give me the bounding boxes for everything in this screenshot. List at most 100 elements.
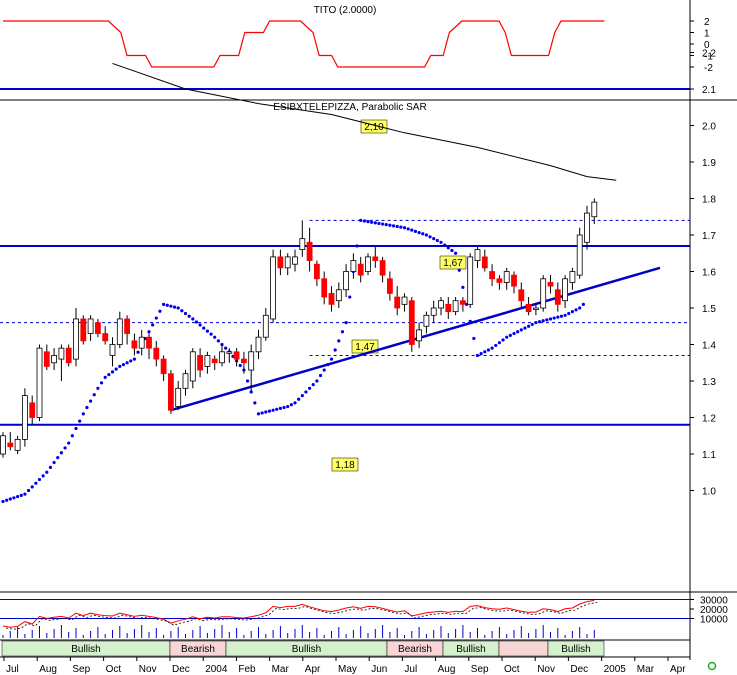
sar-dot: [329, 357, 334, 361]
candle-body: [233, 351, 240, 360]
trend-bar: Bullish Bearish Bullish Bearish Bullish Bulli…: [0, 639, 690, 657]
candle-body: [562, 278, 568, 302]
candle-body: [328, 292, 335, 305]
sar-dot: [129, 359, 133, 363]
y-tick-label: 1.4: [702, 341, 716, 352]
candle-body: [533, 307, 539, 310]
sar-dot: [147, 330, 151, 334]
tito-tick-label: 0: [704, 40, 710, 51]
trend-segment-label: Bullish: [292, 644, 321, 655]
trendline: [170, 266, 661, 412]
sar-dot: [472, 336, 476, 341]
tito-tick-label: 1: [704, 29, 710, 40]
candle-body: [277, 256, 284, 269]
y-tick-label: 1.5: [702, 304, 716, 315]
sar-dot: [461, 285, 465, 289]
sar-dot: [556, 315, 560, 319]
sar-dot: [308, 386, 312, 390]
candle-body: [43, 351, 50, 367]
sar-dot: [267, 409, 272, 413]
sar-dot: [278, 406, 282, 410]
x-tick-label: Oct: [106, 664, 122, 675]
x-tick-label: Sep: [471, 664, 489, 675]
x-tick-label: 2004: [205, 664, 228, 675]
sar-dot: [406, 227, 410, 231]
sar-dot: [454, 251, 458, 255]
sar-dot: [132, 357, 136, 361]
sar-dot: [388, 223, 392, 227]
sar-dot: [107, 373, 111, 377]
sar-dot: [293, 401, 297, 405]
candle-body: [306, 241, 313, 261]
level-label: 1,67: [443, 258, 463, 269]
sar-dot: [96, 386, 100, 390]
candle-body: [343, 271, 350, 291]
oscillator-line: [2, 599, 595, 628]
sar-dot: [322, 368, 326, 372]
level-label: 1,47: [355, 342, 375, 353]
candle-body: [525, 303, 532, 313]
candle-body: [160, 358, 167, 375]
candle-body: [467, 256, 474, 305]
x-tick-label: Dec: [570, 664, 588, 675]
sar-dot: [424, 233, 428, 237]
sar-dot: [19, 493, 23, 497]
sar-dot: [545, 318, 549, 322]
tito-tick-label: 2: [704, 17, 710, 28]
x-tick-label: Aug: [438, 664, 456, 675]
trend-segment-label: Bearish: [181, 644, 215, 655]
moving-average-line: [112, 62, 617, 181]
sar-dot: [486, 348, 491, 352]
sar-dot: [63, 446, 67, 450]
sar-dot: [264, 410, 268, 414]
x-tick-label: Jun: [371, 664, 387, 675]
candle-body: [554, 289, 561, 305]
sar-dot: [333, 348, 337, 352]
candle-body: [14, 438, 21, 451]
trend-segment-label: Bearish: [398, 644, 432, 655]
sar-dot: [16, 494, 20, 499]
candle-body: [540, 278, 547, 309]
sar-dot: [110, 370, 115, 374]
level-label: 2,10: [364, 122, 384, 133]
sar-dot: [326, 362, 330, 367]
sar-dot: [574, 308, 578, 312]
candle-body: [576, 234, 583, 276]
candle-body: [36, 347, 43, 418]
sar-dot: [552, 316, 556, 320]
trend-segment-label: Bullish: [456, 644, 485, 655]
x-tick-label: Jul: [6, 664, 19, 675]
sar-dot: [512, 331, 516, 336]
sar-dot: [362, 219, 366, 223]
sar-dot: [202, 326, 206, 330]
sar-dot: [256, 412, 261, 416]
candle-body: [423, 314, 430, 327]
sar-dot: [428, 235, 432, 239]
sar-dot: [286, 404, 290, 409]
candle-body: [204, 355, 211, 367]
sar-dot: [78, 419, 82, 423]
sar-dot: [490, 346, 494, 350]
sar-dot: [421, 232, 425, 236]
tito-tick-label: -1: [704, 52, 713, 63]
x-tick-label: Dec: [172, 664, 190, 675]
trend-segment-label: Bullish: [71, 644, 100, 655]
y-tick-label: 1.7: [702, 231, 716, 242]
sar-dot: [191, 317, 195, 321]
x-tick-label: Apr: [670, 664, 686, 675]
x-tick-label: Apr: [305, 664, 321, 675]
sar-dot: [275, 407, 279, 411]
candle-body: [255, 336, 262, 353]
sar-dot: [410, 228, 414, 232]
sar-dot: [81, 412, 85, 416]
sar-dot: [475, 353, 480, 358]
candle-body: [248, 351, 255, 371]
candle-body: [21, 395, 28, 440]
candle-body: [153, 347, 160, 360]
sar-dot: [92, 393, 96, 397]
x-tick-label: May: [338, 664, 357, 675]
sar-dot: [494, 343, 498, 348]
sar-dot: [578, 306, 582, 310]
sar-dot: [391, 224, 396, 228]
